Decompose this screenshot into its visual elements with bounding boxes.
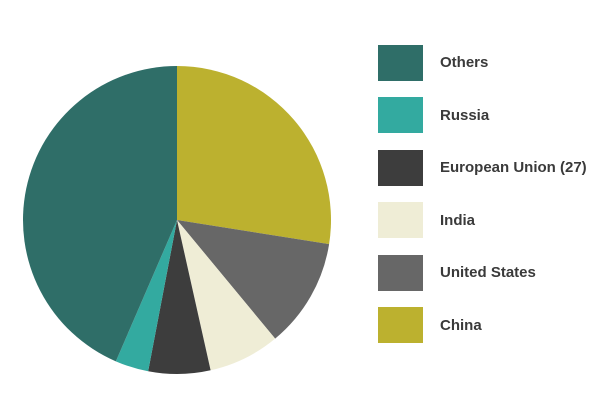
legend-item-india: India xyxy=(378,202,608,239)
legend-label: United States xyxy=(440,264,536,281)
legend-label: India xyxy=(440,211,476,229)
legend-item-china: China xyxy=(378,307,608,344)
legend-item-european-union: European Union (27) xyxy=(378,149,608,186)
pie-slice-others xyxy=(23,66,177,362)
legend-label: China xyxy=(440,316,482,334)
legend: Others Russia European Union (27) India … xyxy=(378,44,608,359)
legend-label: Others xyxy=(440,54,489,71)
pie-slices xyxy=(23,66,331,374)
pie-slice-india xyxy=(177,220,276,371)
legend-label: European Union (27) xyxy=(440,159,587,176)
pie-slice-russia xyxy=(115,220,177,372)
pie-slice-european-union-27 xyxy=(148,220,211,374)
legend-swatch xyxy=(378,97,423,133)
legend-swatch xyxy=(378,44,423,81)
legend-item-russia: Russia xyxy=(378,97,608,134)
legend-swatch xyxy=(378,149,423,186)
legend-swatch xyxy=(378,254,423,291)
pie-slice-united-states xyxy=(177,220,330,339)
pie-slice-china xyxy=(177,66,331,245)
legend-label: Russia xyxy=(440,106,490,124)
legend-swatch xyxy=(378,202,423,238)
legend-item-united-states: United States xyxy=(378,254,608,291)
legend-swatch xyxy=(378,307,423,343)
legend-item-others: Others xyxy=(378,44,608,81)
pie-chart xyxy=(23,66,331,374)
